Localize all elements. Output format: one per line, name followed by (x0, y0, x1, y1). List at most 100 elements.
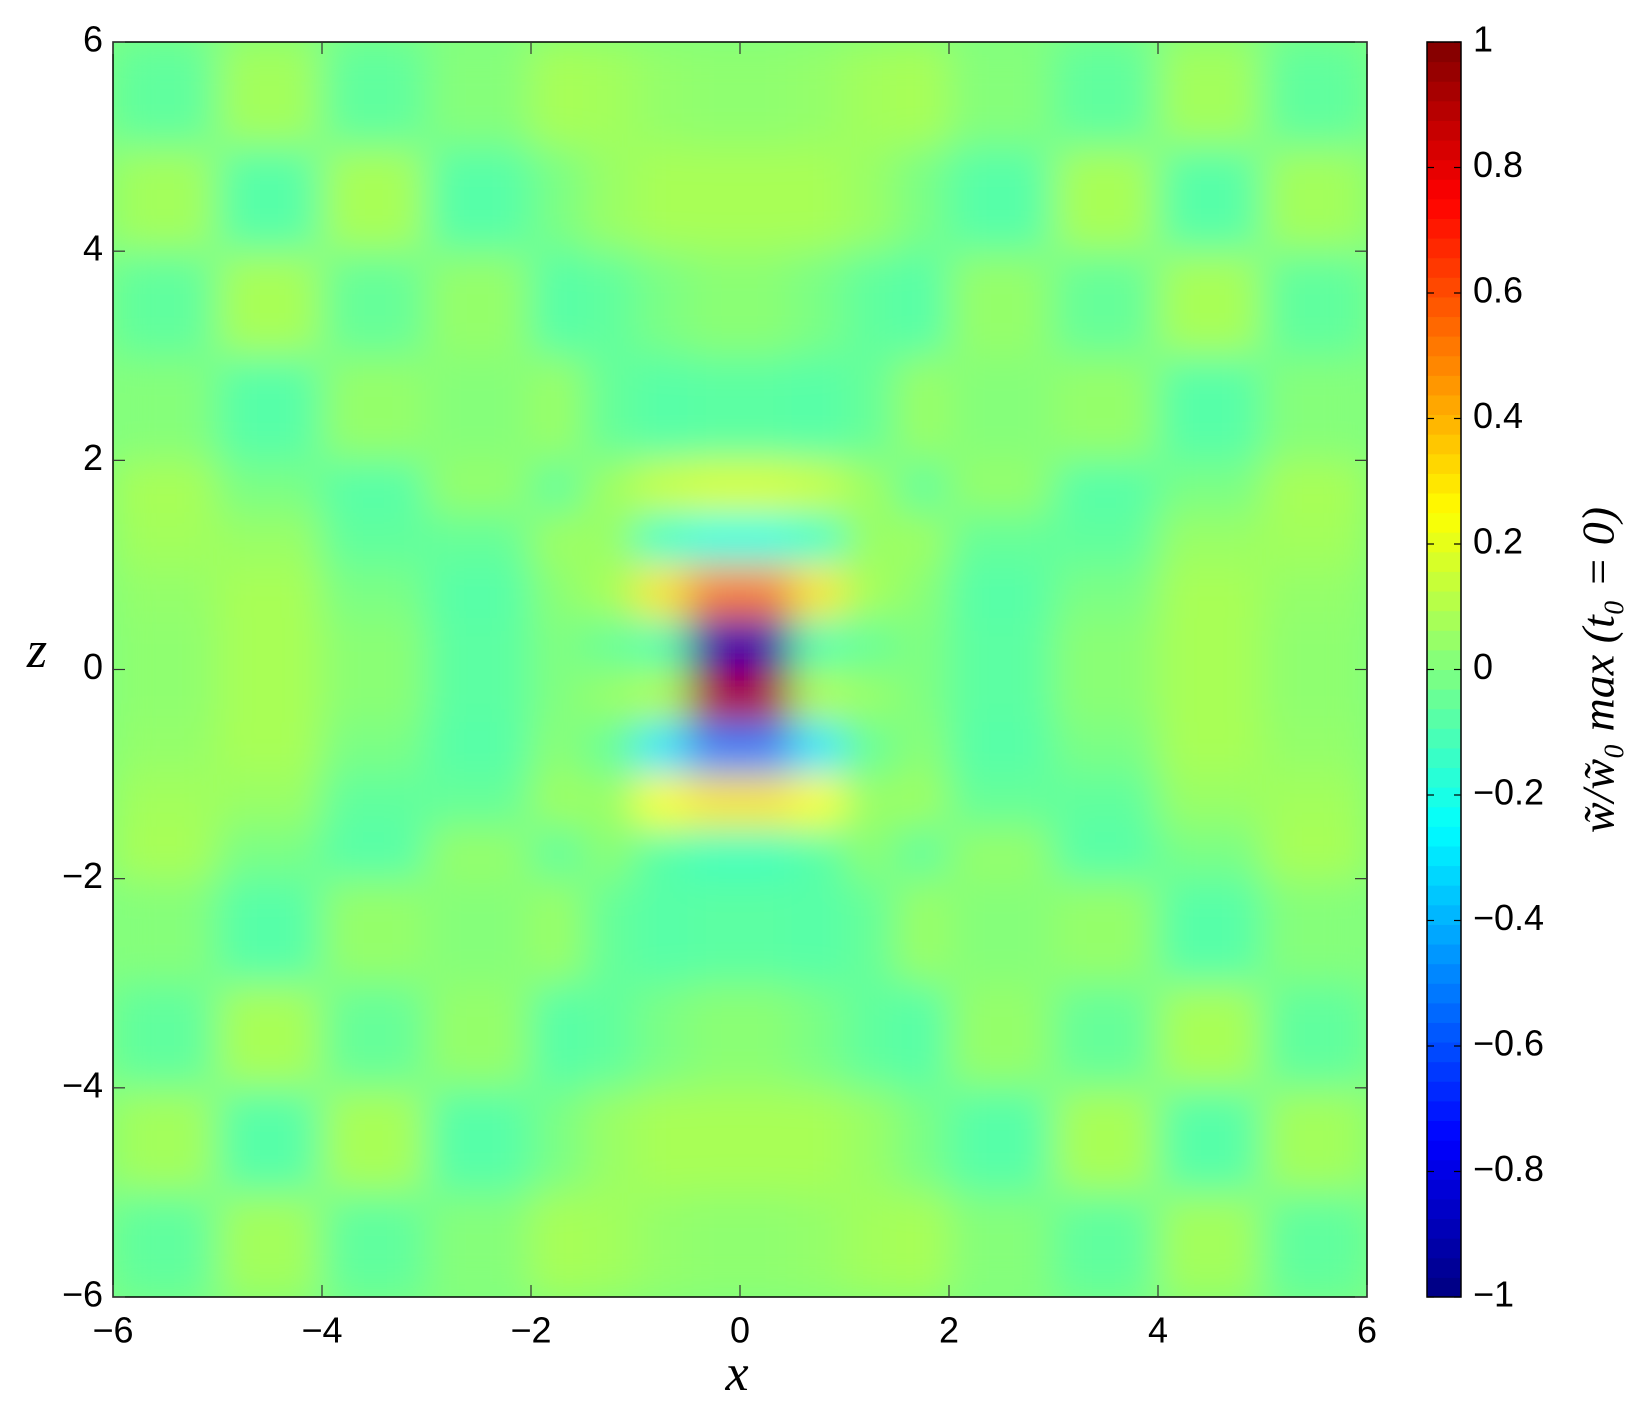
heatmap-cell (1262, 878, 1367, 984)
colorbar-swatch (1427, 1159, 1461, 1180)
heatmap-cell (635, 564, 689, 618)
heatmap-cell (896, 669, 950, 723)
colorbar-swatch (1427, 1198, 1461, 1220)
heatmap-cell (113, 512, 218, 566)
y-tick-label: 0 (83, 646, 103, 687)
colorbar-swatch (1427, 296, 1461, 318)
heatmap-cell (113, 825, 218, 880)
heatmap-cell (582, 669, 636, 723)
heatmap-cell (426, 669, 532, 723)
colorbar-swatch (1427, 1139, 1461, 1161)
colorbar-swatch (1427, 923, 1461, 945)
x-tick-label: 2 (939, 1310, 959, 1351)
colorbar-swatch (1427, 767, 1461, 788)
heatmap-cell (791, 982, 845, 1089)
x-tick-label: −2 (510, 1310, 551, 1351)
heatmap-cell (635, 459, 689, 514)
heatmap-cell (426, 825, 532, 880)
heatmap-cell (739, 42, 793, 148)
heatmap-cell (113, 878, 218, 984)
heatmap-cells (113, 42, 1367, 1297)
colorbar-tick-label: −0.8 (1473, 1148, 1544, 1189)
heatmap-cell (530, 42, 584, 148)
heatmap-cell (217, 146, 323, 252)
heatmap-cell (948, 721, 1054, 775)
colorbar-swatch (1427, 217, 1461, 239)
heatmap-cell (217, 459, 323, 514)
heatmap-cell (948, 616, 1054, 670)
colorbar-tick-label: 0.4 (1473, 395, 1523, 436)
heatmap-cell (1053, 146, 1159, 252)
heatmap-cell (530, 669, 584, 723)
colorbar-swatch (1427, 41, 1461, 63)
colorbar-swatch (1427, 904, 1461, 925)
heatmap-cell (739, 564, 793, 618)
colorbar-swatch (1427, 825, 1461, 847)
heatmap-cell (687, 616, 741, 670)
heatmap-cell (687, 982, 741, 1089)
heatmap-cell (687, 512, 741, 566)
colorbar-swatch (1427, 414, 1461, 435)
heatmap-cell (635, 825, 689, 880)
heatmap-cell (1262, 1087, 1367, 1193)
heatmap (113, 42, 1367, 1297)
heatmap-cell (896, 616, 950, 670)
y-tick-label: −4 (62, 1064, 103, 1105)
colorbar-swatch (1427, 316, 1461, 337)
heatmap-cell (530, 146, 584, 252)
colorbar-swatch (1427, 669, 1461, 690)
heatmap-cell (896, 250, 950, 357)
heatmap-cell (426, 721, 532, 775)
heatmap-cell (217, 564, 323, 618)
heatmap-cell (113, 669, 218, 723)
heatmap-cell (739, 459, 793, 514)
heatmap-cell (426, 459, 532, 514)
colorbar-swatch (1427, 1041, 1461, 1063)
heatmap-cell (1262, 982, 1367, 1089)
heatmap-cell (896, 1191, 950, 1297)
heatmap-cell (582, 773, 636, 827)
heatmap-cell (844, 42, 898, 148)
heatmap-cell (687, 42, 741, 148)
heatmap-cell (1262, 773, 1367, 827)
colorbar-swatch (1427, 747, 1461, 769)
colorbar-swatch (1427, 276, 1461, 298)
heatmap-cell (687, 355, 741, 461)
heatmap-cell (687, 825, 741, 880)
heatmap-cell (582, 982, 636, 1089)
heatmap-cell (113, 1087, 218, 1193)
colorbar-tick-label: 0.8 (1473, 144, 1523, 185)
heatmap-cell (1157, 1087, 1263, 1193)
colorbar-swatch (1427, 943, 1461, 965)
colorbar-swatch (1427, 80, 1461, 102)
heatmap-cell (582, 250, 636, 357)
heatmap-cell (1053, 250, 1159, 357)
heatmap-cell (635, 1191, 689, 1297)
colorbar-swatch (1427, 257, 1461, 278)
heatmap-cell (530, 564, 584, 618)
heatmap-cell (321, 1191, 427, 1297)
heatmap-cell (948, 512, 1054, 566)
heatmap-cell (1053, 669, 1159, 723)
heatmap-cell (739, 825, 793, 880)
heatmap-cell (896, 773, 950, 827)
colorbar-swatch (1427, 786, 1461, 808)
heatmap-cell (1262, 146, 1367, 252)
heatmap-cell (582, 564, 636, 618)
x-tick-label: 6 (1357, 1310, 1377, 1351)
heatmap-cell (1053, 1087, 1159, 1193)
colorbar-swatch (1427, 610, 1461, 631)
heatmap-cell (1262, 669, 1367, 723)
heatmap-cell (844, 512, 898, 566)
heatmap-cell (1262, 355, 1367, 461)
heatmap-cell (217, 616, 323, 670)
heatmap-cell (321, 459, 427, 514)
heatmap-cell (948, 669, 1054, 723)
colorbar-tick-label: 0.6 (1473, 270, 1523, 311)
heatmap-cell (217, 42, 323, 148)
heatmap-cell (948, 42, 1054, 148)
heatmap-cell (844, 982, 898, 1089)
colorbar-swatch (1427, 100, 1461, 121)
heatmap-cell (791, 1191, 845, 1297)
heatmap-cell (426, 616, 532, 670)
